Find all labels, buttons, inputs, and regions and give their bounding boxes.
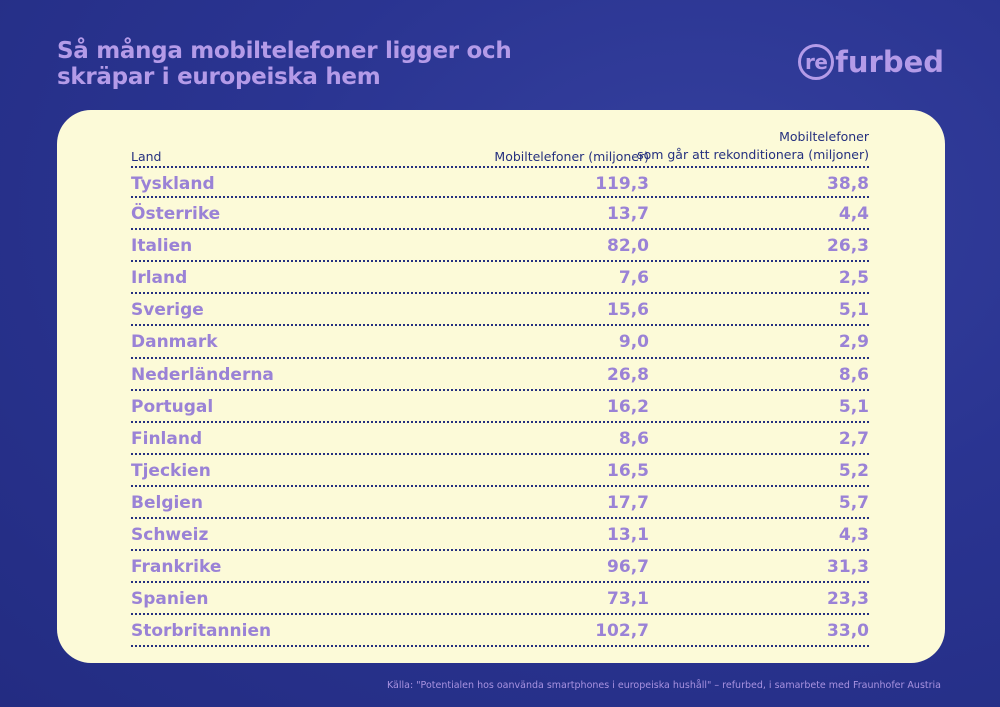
cell-phones: 17,7 [607,492,649,513]
cell-phones: 7,6 [618,268,649,289]
cell-phones: 8,6 [618,428,649,449]
table-row: Irland 7,6 2,5 [131,262,869,295]
table-row: Belgien 17,7 5,7 [131,487,869,520]
cell-refurb: 23,3 [827,589,869,610]
cell-country: Schweiz [131,525,209,546]
table-row: Nederländerna 26,8 8,6 [131,359,869,391]
column-header-refurb-line: som går att rekonditionera (miljoner) [637,147,869,162]
cell-refurb: 8,6 [838,364,869,385]
cell-refurb: 4,3 [838,525,869,546]
table-row: Frankrike 96,7 31,3 [131,551,869,584]
cell-country: Storbritannien [131,621,272,642]
cell-refurb: 2,7 [838,428,869,449]
table-row: Sverige 15,6 5,1 [131,294,869,327]
table-row: Schweiz 13,1 4,3 [131,519,869,552]
cell-country: Danmark [131,332,218,353]
cell-phones: 13,7 [607,204,649,225]
table-row: Danmark 9,0 2,9 [131,326,869,359]
title-line: Så många mobiltelefoner ligger och [57,38,512,64]
table-row: Tyskland 119,3 38,8 [131,166,869,199]
column-header-refurb-line: Mobiltelefoner [779,129,869,144]
cell-refurb: 4,4 [838,204,869,225]
logo-rest-text: furbed [835,45,944,79]
table-row: Finland 8,6 2,7 [131,423,869,455]
column-header-country: Land [131,149,162,164]
cell-refurb: 2,5 [838,268,869,289]
refurbed-logo: re furbed [798,42,944,82]
cell-country: Italien [131,236,193,257]
cell-country: Österrike [131,204,221,225]
column-header-phones: Mobiltelefoner (miljoner) [494,149,649,164]
cell-country: Nederländerna [131,364,274,385]
table-row: Portugal 16,2 5,1 [131,391,869,423]
cell-phones: 82,0 [607,236,649,257]
cell-phones: 9,0 [618,332,649,353]
cell-country: Tyskland [131,174,215,194]
cell-refurb: 5,7 [838,492,869,513]
table-row: Italien 82,0 26,3 [131,230,869,263]
cell-refurb: 31,3 [827,557,869,578]
cell-refurb: 5,2 [838,460,869,481]
cell-country: Frankrike [131,557,222,578]
table-row: Spanien 73,1 23,3 [131,583,869,616]
cell-phones: 96,7 [607,557,649,578]
cell-phones: 26,8 [607,364,649,385]
cell-country: Portugal [131,396,214,417]
cell-country: Belgien [131,492,203,513]
cell-refurb: 5,1 [838,396,869,417]
cell-country: Irland [131,268,188,289]
logo-ring-text: re [798,44,835,80]
cell-phones: 13,1 [607,525,649,546]
cell-phones: 119,3 [595,174,649,194]
cell-phones: 15,6 [607,300,649,321]
cell-phones: 16,2 [607,396,649,417]
table-row: Österrike 13,7 4,4 [131,198,869,231]
cell-refurb: 2,9 [838,332,869,353]
cell-phones: 16,5 [607,460,649,481]
page-title: Så många mobiltelefoner ligger och skräp… [57,38,512,90]
cell-refurb: 33,0 [827,621,869,642]
cell-country: Tjeckien [131,460,211,481]
cell-phones: 102,7 [595,621,649,642]
cell-refurb: 26,3 [827,236,869,257]
cell-refurb: 38,8 [827,174,869,194]
title-line: skräpar i europeiska hem [57,64,381,90]
table-body: Tyskland 119,3 38,8 Österrike 13,7 4,4 Italien… [131,166,869,648]
table-card: Land Mobiltelefoner (miljoner) Mobiltele… [57,110,945,663]
cell-refurb: 5,1 [838,300,869,321]
source-note: Källa: "Potentialen hos oanvända smartph… [386,680,941,691]
column-header-refurb: Mobiltelefoner som går att rekonditioner… [637,128,869,164]
table-header: Land Mobiltelefoner (miljoner) Mobiltele… [131,120,869,164]
cell-country: Finland [131,428,203,449]
table-row: Tjeckien 16,5 5,2 [131,455,869,487]
cell-country: Sverige [131,300,204,321]
cell-phones: 73,1 [607,589,649,610]
cell-country: Spanien [131,589,209,610]
table-row: Storbritannien 102,7 33,0 [131,615,869,648]
